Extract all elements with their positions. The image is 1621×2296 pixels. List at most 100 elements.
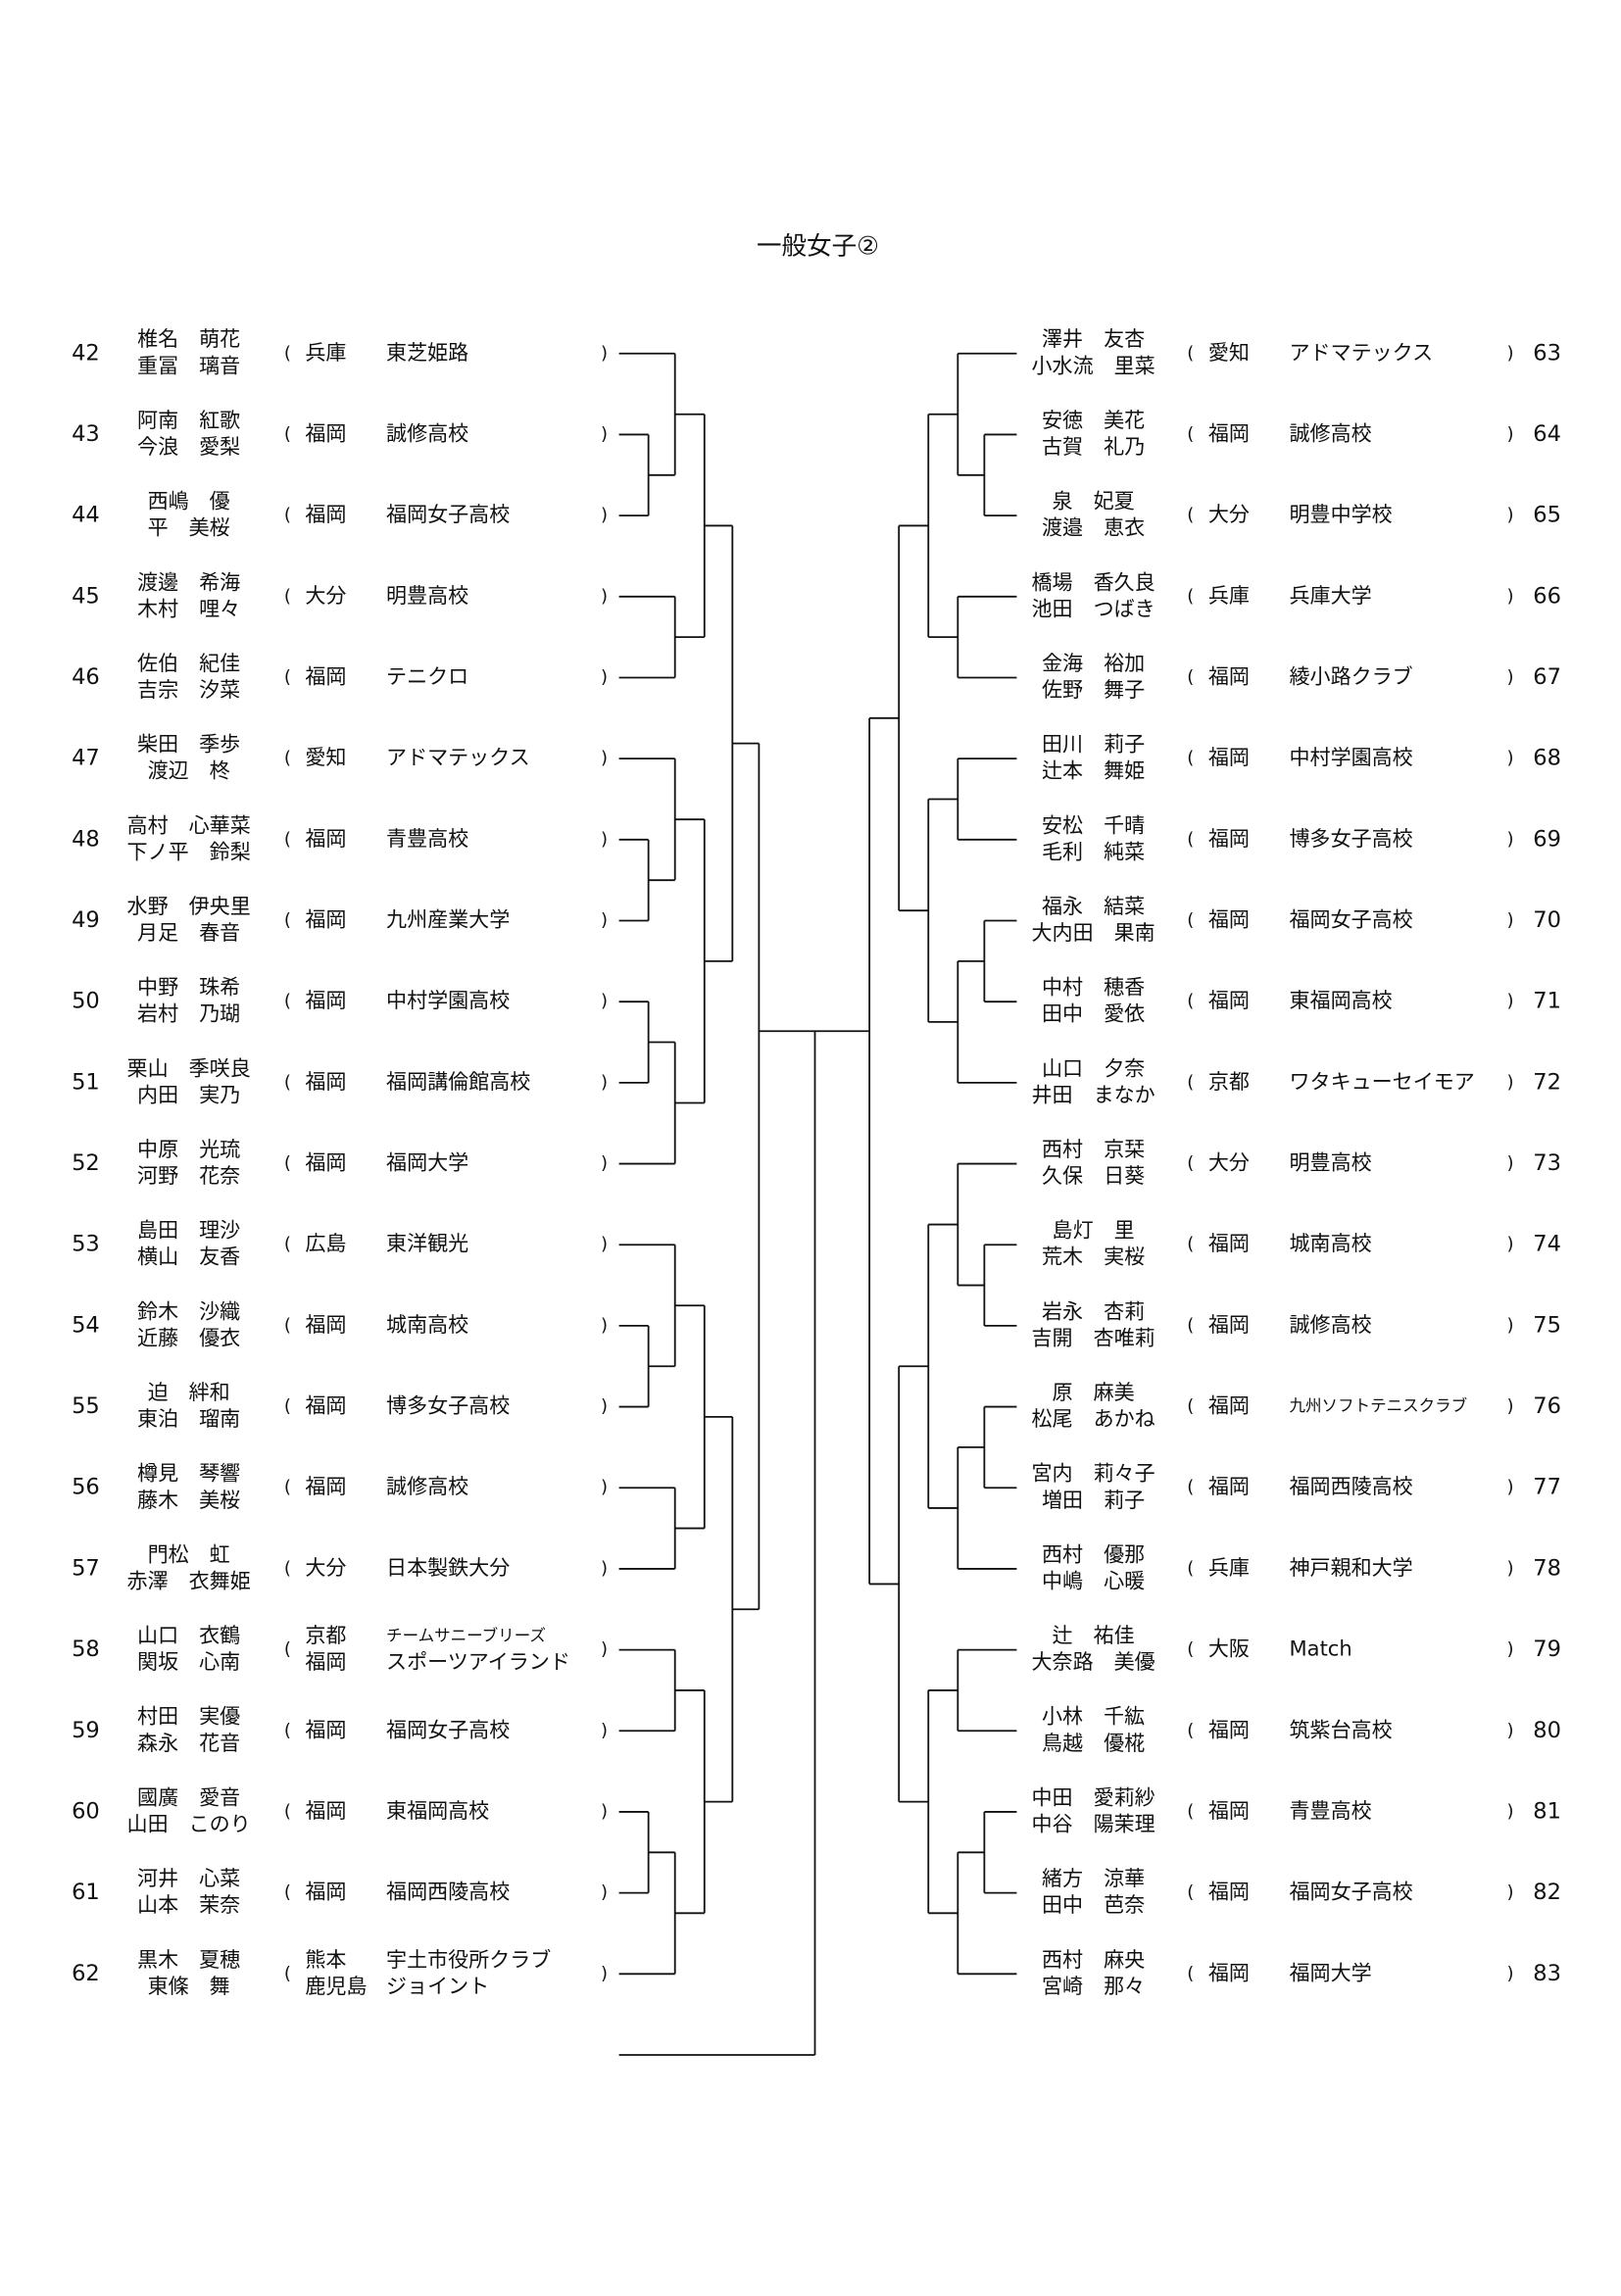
player-name: 今浪 愛梨 [137,434,240,459]
player-name: 関坂 心南 [137,1649,240,1674]
open-paren: ( [284,748,291,768]
entry-number: 77 [1533,1475,1561,1500]
player-name: 古賀 礼乃 [1042,434,1145,459]
player-name: 金海 裕加 [1042,651,1145,675]
prefecture: 福岡 [305,1798,346,1823]
close-paren: ) [1507,1720,1514,1740]
player-name: 佐伯 紀佳 [137,651,240,675]
team-name: アドマテックス [386,745,530,769]
close-paren: ) [601,991,608,1011]
player-name: 平 美桜 [148,515,230,540]
prefecture: 大分 [1208,1150,1250,1175]
prefecture: 福岡 [1208,1717,1250,1741]
player-name: 鳥越 優椛 [1042,1731,1145,1755]
close-paren: ) [601,586,608,607]
entry-number: 53 [72,1232,100,1257]
player-name: 田中 愛依 [1042,1001,1145,1026]
prefecture: 福岡 [305,988,346,1012]
entry-number: 68 [1533,746,1561,771]
team-name: 福岡女子高校 [386,502,510,526]
player-name: 荒木 実桜 [1042,1245,1145,1269]
entry-number: 72 [1533,1069,1561,1095]
player-name: 阿南 紅歌 [137,408,240,432]
open-paren: ( [284,1963,291,1983]
prefecture: 福岡 [1208,826,1250,851]
player-name: 吉開 杏唯莉 [1032,1325,1155,1349]
player-name: 西村 京栞 [1042,1137,1145,1161]
open-paren: ( [1187,1882,1194,1903]
player-name: 西村 麻央 [1042,1947,1145,1972]
team-name: Match [1290,1637,1352,1661]
prefecture: 福岡 [305,1649,346,1674]
close-paren: ) [1507,1234,1514,1254]
player-name: 宮崎 那々 [1042,1974,1145,1998]
prefecture: 福岡 [1208,1960,1250,1984]
entry-number: 64 [1533,421,1561,447]
player-name: 西嶋 優 [148,489,230,513]
open-paren: ( [1187,1477,1194,1497]
close-paren: ) [1507,666,1514,687]
entry-number: 49 [72,907,100,933]
player-name: 栗山 季咲良 [127,1055,251,1080]
open-paren: ( [1187,343,1194,364]
player-name: 原 麻美 [1053,1380,1135,1404]
team-name: 福岡大学 [386,1150,468,1175]
entry-number: 55 [72,1393,100,1419]
player-name: 東條 舞 [148,1974,230,1998]
player-name: 山本 茉奈 [137,1892,240,1917]
player-name: 樽見 琴響 [137,1461,240,1486]
player-name: 福永 結菜 [1042,894,1145,918]
prefecture: 福岡 [1208,1880,1250,1904]
team-name: ジョイント [386,1974,489,1998]
player-name: 鈴木 沙織 [137,1298,240,1323]
close-paren: ) [601,1315,608,1336]
open-paren: ( [284,1477,291,1497]
player-name: 東泊 瑠南 [137,1406,240,1431]
prefecture: 福岡 [305,1150,346,1175]
prefecture: 大分 [305,583,346,608]
team-name: 福岡女子高校 [1290,907,1413,932]
player-name: 岩永 杏莉 [1042,1298,1145,1323]
close-paren: ) [601,1720,608,1740]
player-name: 松尾 あかね [1032,1406,1155,1431]
player-name: 森永 花音 [137,1731,240,1755]
open-paren: ( [1187,666,1194,687]
team-name: 東福岡高校 [386,1798,489,1823]
player-name: 柴田 季歩 [137,732,240,757]
team-name: 博多女子高校 [386,1393,510,1418]
team-name: 宇土市役所クラブ [386,1947,551,1972]
team-name: 日本製鉄大分 [386,1555,510,1580]
player-name: 村田 実優 [137,1704,240,1729]
close-paren: ) [1507,910,1514,931]
prefecture: 兵庫 [1208,583,1250,608]
prefecture: 京都 [305,1623,346,1647]
open-paren: ( [284,1720,291,1740]
entry-number: 46 [72,664,100,690]
player-name: 久保 日葵 [1042,1163,1145,1188]
player-name: 黒木 夏穂 [137,1947,240,1972]
player-name: 岩村 乃瑚 [137,1001,240,1026]
prefecture: 大阪 [1208,1637,1250,1661]
close-paren: ) [1507,1801,1514,1822]
open-paren: ( [1187,586,1194,607]
entry-number: 67 [1533,664,1561,690]
player-name: 河井 心菜 [137,1866,240,1890]
open-paren: ( [284,505,291,525]
entry-number: 74 [1533,1232,1561,1257]
player-name: 中田 愛莉紗 [1032,1784,1155,1809]
prefecture: 愛知 [1208,340,1250,365]
close-paren: ) [601,1963,608,1983]
player-name: 泉 妃夏 [1053,489,1135,513]
close-paren: ) [601,423,608,444]
entry-number: 82 [1533,1880,1561,1905]
prefecture: 大分 [1208,502,1250,526]
entry-number: 73 [1533,1150,1561,1176]
player-name: 木村 哩々 [137,596,240,620]
close-paren: ) [601,1477,608,1497]
team-name: チームサニーブリーズ [386,1626,546,1645]
team-name: 神戸親和大学 [1290,1555,1413,1580]
prefecture: 鹿児島 [305,1974,367,1998]
entry-number: 71 [1533,989,1561,1014]
open-paren: ( [284,829,291,850]
